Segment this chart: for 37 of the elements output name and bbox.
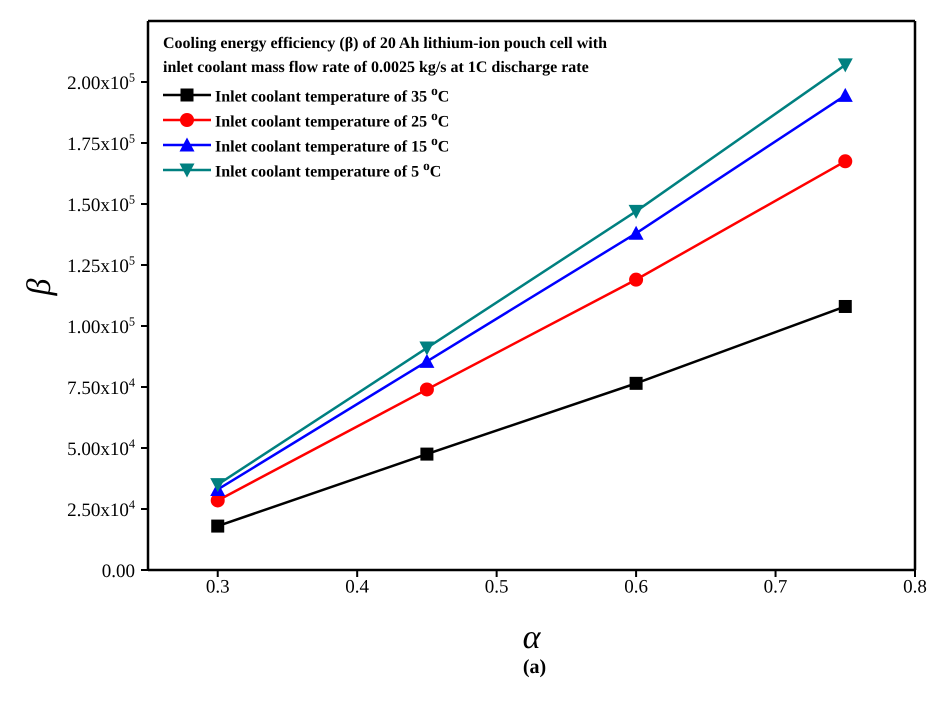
y-tick-label: 0.00 (102, 561, 135, 582)
x-tick-label: 0.6 (624, 576, 648, 598)
point (210, 478, 226, 492)
point (628, 226, 644, 240)
legend-label: Inlet coolant temperature of 15 $^{o}$C (215, 132, 450, 158)
y-tick-label: 1.00x10$^{5}$ (67, 314, 135, 338)
point (211, 520, 224, 533)
y-tick-label: 7.50x10$^{4}$ (67, 375, 135, 399)
legend-label: Inlet coolant temperature of 5 $^{o}$C (215, 157, 442, 183)
point (628, 204, 644, 219)
point (419, 341, 434, 356)
point (630, 376, 643, 390)
y-tick-label: 2.00x10$^{5}$ (67, 70, 135, 94)
x-tick-label: 0.8 (903, 576, 927, 598)
x-tick-label: 0.3 (206, 576, 230, 598)
y-tick-label: 1.25x10$^{5}$ (67, 253, 135, 277)
x-tick-label: 0.5 (484, 576, 509, 598)
legend-label: Inlet coolant temperature of 35 $^{o}$C (215, 82, 450, 108)
y-axis-title: β (21, 278, 58, 296)
y-tick-label: 1.50x10$^{5}$ (67, 192, 135, 216)
x-tick-label: 0.4 (345, 576, 370, 598)
point (629, 272, 644, 287)
legend-label: Inlet coolant temperature of 25 $^{o}$C (215, 107, 450, 133)
y-tick-label: 5.00x10$^{4}$ (67, 436, 135, 460)
y-tick-label: 1.75x10$^{5}$ (67, 131, 135, 155)
point (838, 300, 852, 313)
text: (a) (522, 656, 548, 679)
point (838, 154, 852, 168)
legend-title: Cooling energy efficiency (β) of 20 Ah lithium-ion pouch cell with inlet coolant mass flow rate of 0.0025 kg/s at 1C discharge rate (163, 34, 608, 78)
point (419, 354, 434, 368)
point (420, 382, 434, 396)
x-tick-label: 0.7 (764, 576, 788, 598)
point (420, 448, 434, 461)
x-axis-title: α (522, 619, 542, 656)
y-tick-label: 2.50x10$^{4}$ (67, 497, 135, 521)
point (838, 88, 853, 102)
point (838, 58, 853, 72)
